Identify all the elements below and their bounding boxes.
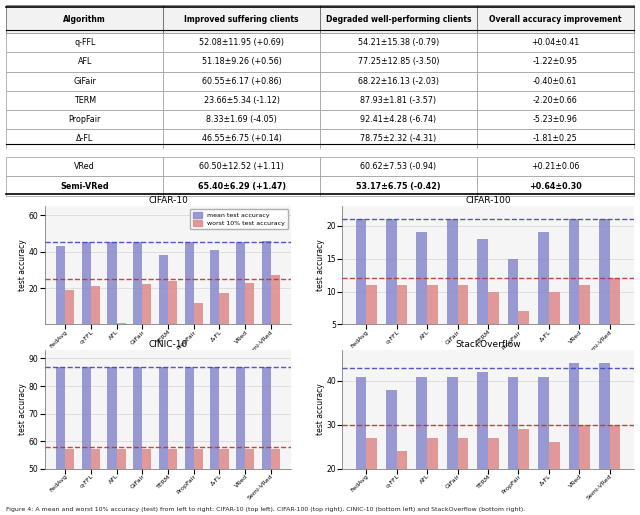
Bar [116, 322, 125, 324]
Bar [386, 219, 397, 357]
Bar [397, 451, 408, 515]
Bar [538, 232, 549, 357]
Bar [458, 285, 468, 357]
Bar [133, 367, 142, 515]
Bar [65, 450, 74, 515]
Text: Figure 4: A mean and worst 10% accuracy (test) from left to right: CIFAR-10 (top: Figure 4: A mean and worst 10% accuracy … [6, 507, 525, 512]
Bar [262, 241, 271, 324]
Bar [82, 243, 91, 324]
Title: CIFAR-10: CIFAR-10 [148, 196, 188, 205]
Legend: mean test accuracy, worst 10% test accuracy: mean test accuracy, worst 10% test accur… [189, 209, 288, 229]
Bar [194, 303, 203, 324]
Bar [477, 372, 488, 515]
Bar [579, 425, 590, 515]
Bar [56, 367, 65, 515]
Bar [91, 286, 100, 324]
Title: CINIC-10: CINIC-10 [148, 340, 188, 349]
Bar [508, 376, 518, 515]
Bar [245, 450, 254, 515]
Bar [610, 279, 620, 357]
Y-axis label: test accuracy: test accuracy [19, 239, 28, 291]
Bar [549, 442, 559, 515]
Bar [185, 243, 194, 324]
Bar [116, 450, 125, 515]
Bar [65, 290, 74, 324]
Bar [142, 284, 151, 324]
Bar [610, 425, 620, 515]
Bar [447, 376, 458, 515]
Bar [458, 438, 468, 515]
Bar [168, 450, 177, 515]
Bar [366, 438, 377, 515]
Bar [245, 283, 254, 324]
Bar [356, 219, 366, 357]
Bar [599, 364, 610, 515]
Bar [568, 364, 579, 515]
Bar [508, 259, 518, 357]
Bar [488, 438, 499, 515]
Bar [159, 255, 168, 324]
Bar [579, 285, 590, 357]
Y-axis label: test accuracy: test accuracy [19, 384, 28, 435]
Bar [220, 450, 228, 515]
Y-axis label: test accuracy: test accuracy [316, 239, 325, 291]
Bar [568, 219, 579, 357]
Bar [194, 450, 203, 515]
Bar [211, 367, 220, 515]
Bar [185, 367, 194, 515]
Y-axis label: test accuracy: test accuracy [316, 384, 325, 435]
Bar [397, 285, 408, 357]
Bar [356, 376, 366, 515]
Bar [91, 450, 100, 515]
Bar [549, 291, 559, 357]
Bar [271, 450, 280, 515]
Bar [133, 243, 142, 324]
Bar [211, 250, 220, 324]
Bar [538, 376, 549, 515]
Bar [159, 367, 168, 515]
Bar [262, 367, 271, 515]
Bar [417, 376, 427, 515]
Bar [427, 438, 438, 515]
Bar [168, 281, 177, 324]
Title: CIFAR-100: CIFAR-100 [465, 196, 511, 205]
Bar [56, 246, 65, 324]
Bar [518, 429, 529, 515]
Bar [447, 219, 458, 357]
Bar [599, 219, 610, 357]
Bar [366, 285, 377, 357]
Bar [108, 243, 116, 324]
Bar [477, 239, 488, 357]
Bar [488, 291, 499, 357]
Bar [417, 232, 427, 357]
Bar [271, 275, 280, 324]
Bar [518, 311, 529, 357]
Bar [236, 243, 245, 324]
Bar [236, 367, 245, 515]
Bar [386, 390, 397, 515]
Bar [142, 450, 151, 515]
Title: StackOverflow: StackOverflow [455, 340, 521, 349]
Bar [427, 285, 438, 357]
Bar [220, 294, 228, 324]
Bar [82, 367, 91, 515]
Bar [108, 367, 116, 515]
